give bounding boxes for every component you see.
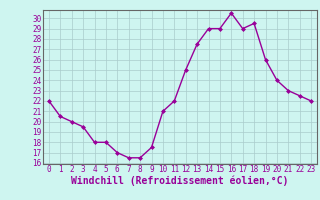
X-axis label: Windchill (Refroidissement éolien,°C): Windchill (Refroidissement éolien,°C) <box>71 176 289 186</box>
